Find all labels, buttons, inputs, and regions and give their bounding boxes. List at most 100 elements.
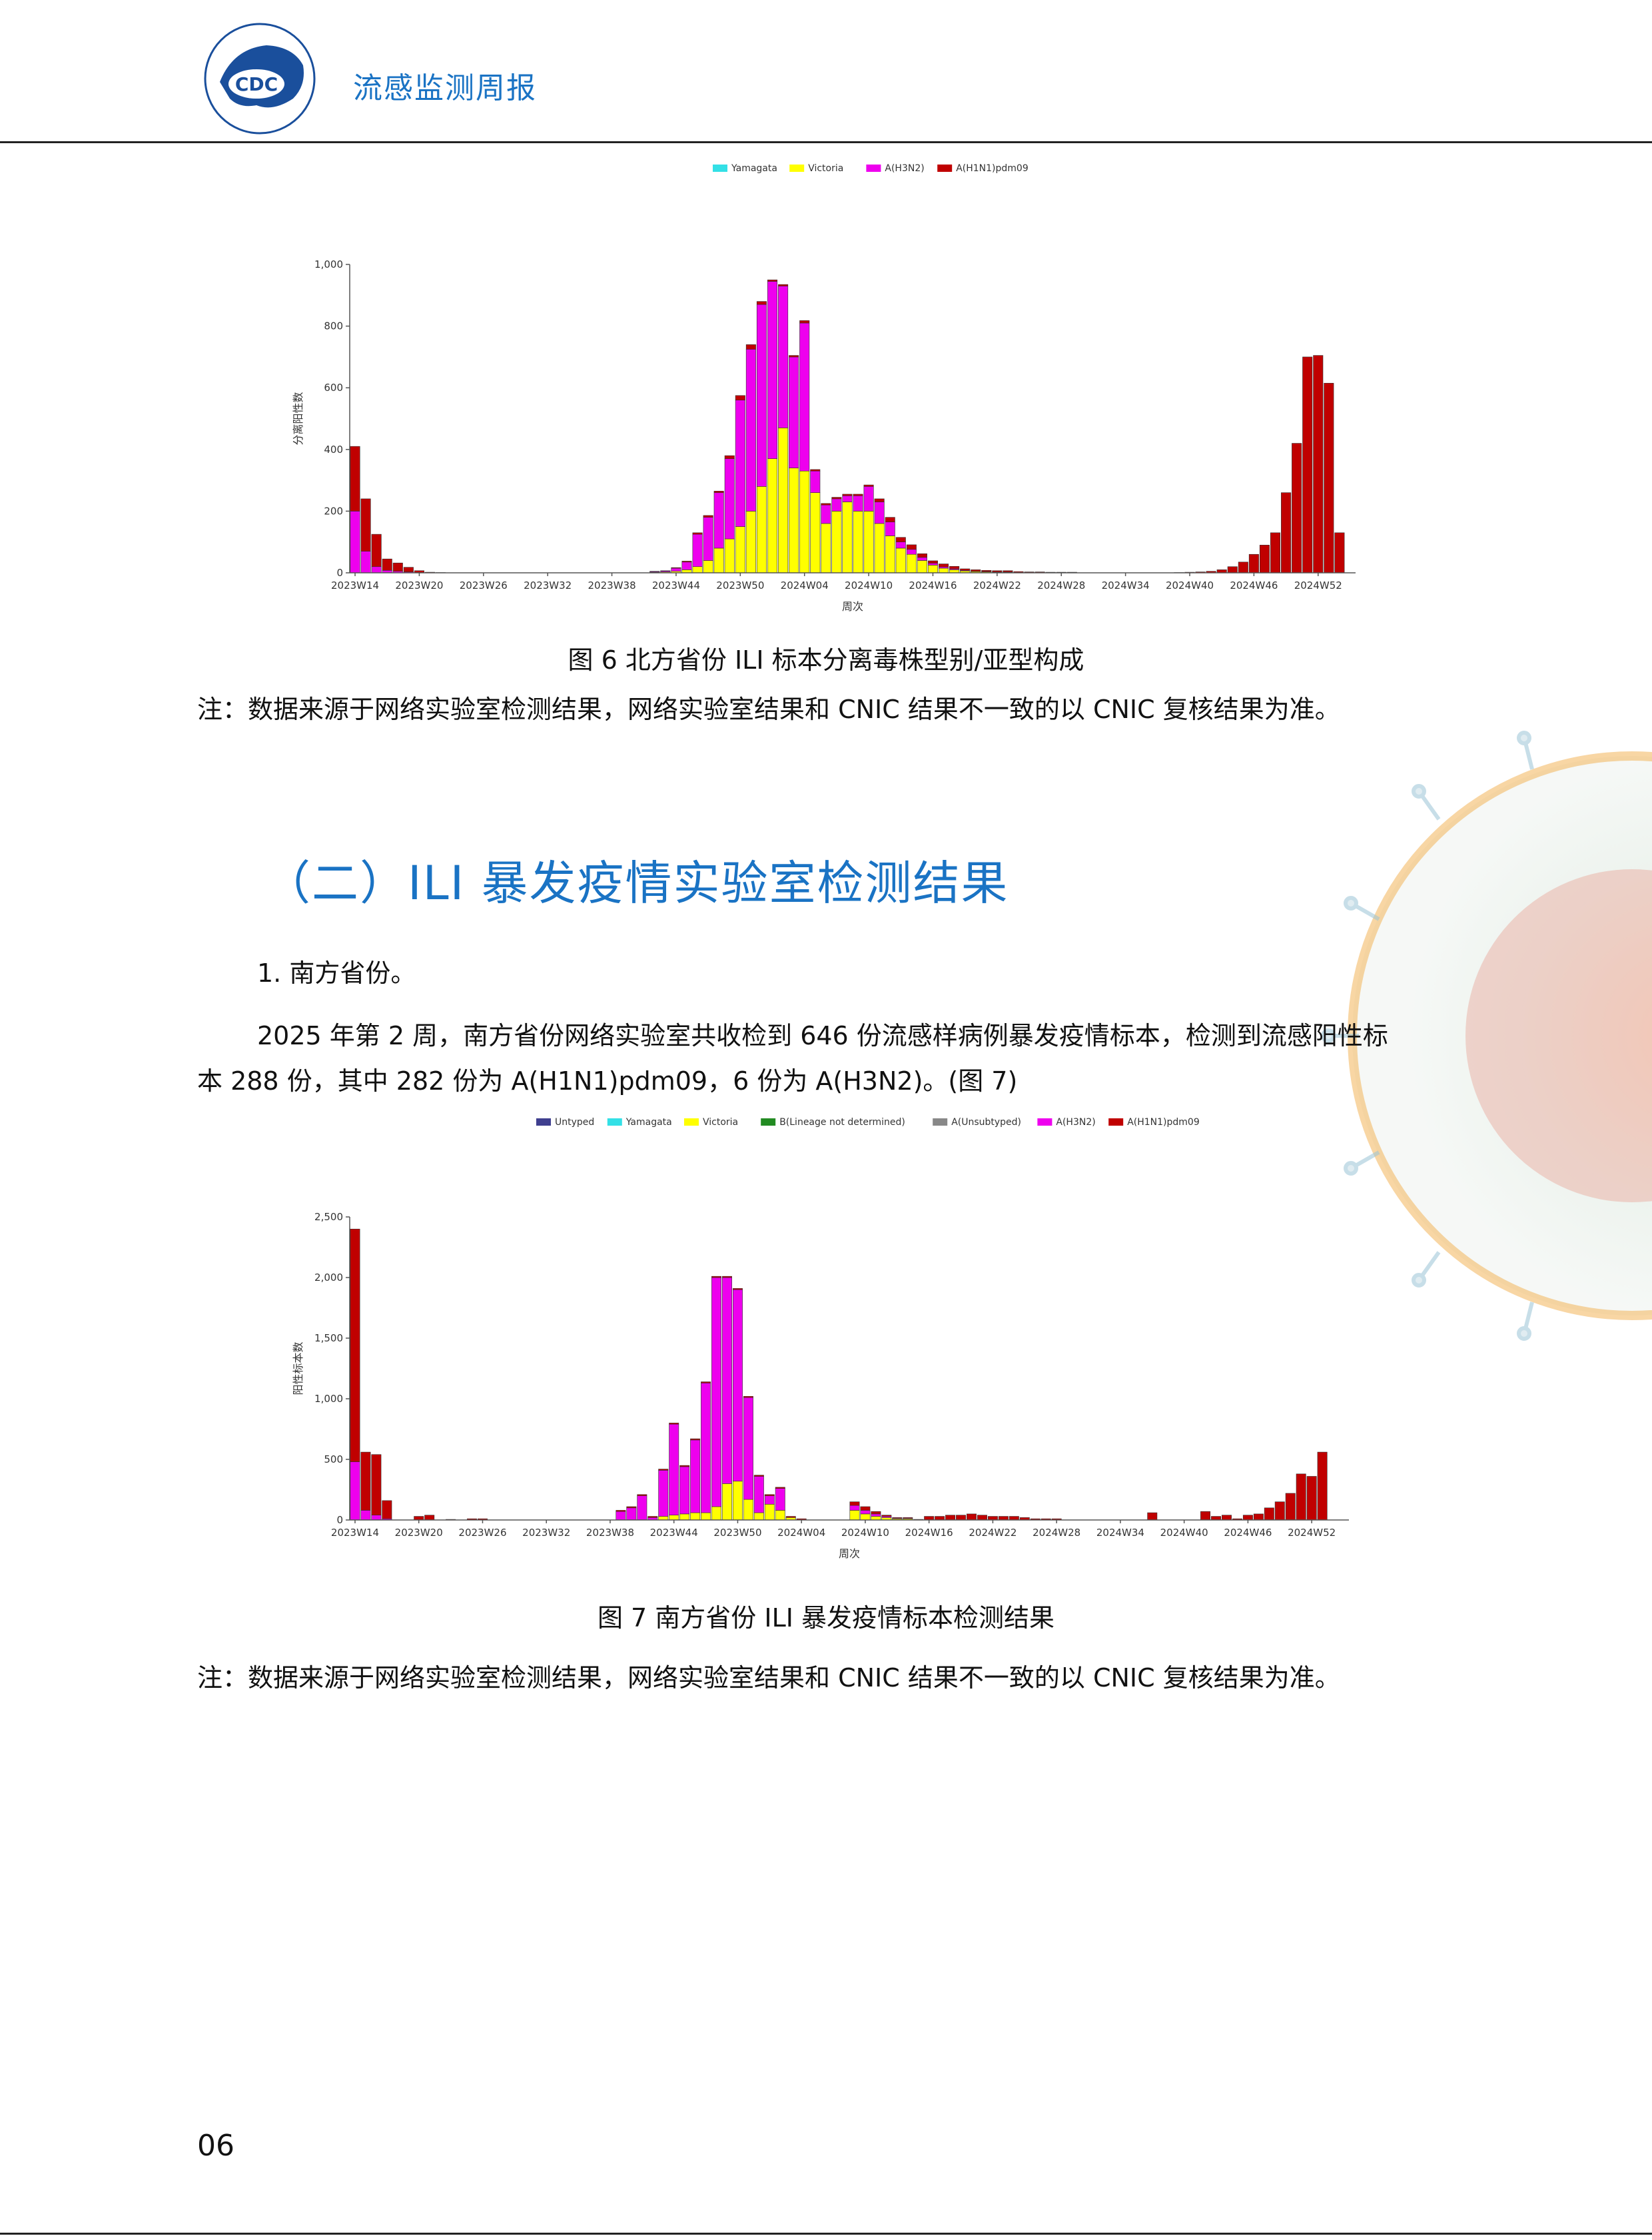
bar-5-30: [669, 1423, 679, 1516]
bar-5-48: [860, 1510, 871, 1515]
bar-2-40: [775, 1510, 785, 1521]
bar-2-32: [692, 534, 703, 567]
bar-3-59: [981, 569, 992, 572]
bar-6-32: [690, 1438, 701, 1441]
bar-2-33: [701, 1512, 711, 1521]
bar-2-35: [722, 1483, 732, 1521]
y-tick-label: 200: [324, 505, 343, 517]
legend-label-0[interactable]: Yamagata: [731, 163, 777, 174]
bar-1-35: [724, 538, 735, 573]
bar-2-37: [743, 1499, 753, 1521]
bar-5-26: [626, 1507, 637, 1521]
bar-6-75: [1147, 1512, 1158, 1521]
legend-label-4[interactable]: A(Unsubtyped): [951, 1117, 1021, 1128]
report-title: 流感监测周报: [353, 71, 537, 105]
bar-2-52: [906, 549, 917, 555]
legend-label-5[interactable]: A(H3N2): [1056, 1117, 1095, 1128]
paragraph-line-1: 2025 年第 2 周，南方省份网络实验室共收检到 646 份流感样病例暴发疫情…: [257, 1021, 1388, 1050]
bar-2-48: [860, 1513, 871, 1521]
bar-6-30: [669, 1423, 679, 1425]
bar-1-50: [885, 536, 895, 573]
x-tick-label: 2023W26: [460, 579, 508, 591]
bar-2-51: [895, 542, 906, 549]
bar-1-41: [789, 468, 799, 573]
legend-swatch-3[interactable]: [937, 165, 953, 172]
bar-6-59: [977, 1515, 987, 1521]
legend-swatch-1[interactable]: [607, 1118, 622, 1126]
bar-6-86: [1264, 1507, 1274, 1521]
bar-3-61: [1003, 570, 1013, 572]
bar-3-84: [1248, 554, 1259, 573]
legend-swatch-1[interactable]: [789, 165, 805, 172]
legend-swatch-2[interactable]: [866, 165, 881, 172]
bar-6-90: [1306, 1476, 1317, 1521]
y-tick-label: 0: [336, 1514, 343, 1526]
x-tick-label: 2023W38: [588, 579, 636, 591]
bar-6-88: [1285, 1493, 1296, 1521]
bar-6-7: [424, 1515, 435, 1521]
legend-label-2[interactable]: Victoria: [703, 1117, 738, 1128]
x-tick-label: 2023W38: [586, 1527, 634, 1539]
legend-swatch-5[interactable]: [1037, 1118, 1052, 1126]
legend-swatch-3[interactable]: [761, 1118, 776, 1126]
legend-swatch-6[interactable]: [1108, 1118, 1124, 1126]
x-tick-label: 2024W16: [909, 579, 957, 591]
bar-5-32: [690, 1439, 701, 1513]
x-tick-label: 2024W04: [777, 1527, 825, 1539]
bar-3-43: [810, 469, 821, 472]
bar-3-41: [789, 355, 799, 358]
x-tick-label: 2023W50: [713, 1527, 761, 1539]
bar-2-1: [360, 551, 371, 573]
bar-5-47: [849, 1505, 860, 1511]
bar-5-27: [637, 1495, 647, 1521]
bar-2-50: [885, 522, 895, 536]
legend-label-6[interactable]: A(H1N1)pdm09: [1127, 1117, 1200, 1128]
bar-2-36: [732, 1481, 743, 1521]
legend-swatch-0[interactable]: [713, 165, 727, 172]
bar-6-58: [967, 1513, 977, 1521]
x-axis-label: 周次: [839, 1547, 860, 1560]
bar-3-34: [713, 491, 724, 493]
bar-6-29: [658, 1469, 669, 1471]
legend-swatch-4[interactable]: [933, 1118, 948, 1126]
bar-6-3: [382, 1500, 392, 1519]
bar-3-86: [1270, 532, 1281, 573]
bar-3-2: [371, 534, 382, 567]
legend-label-1[interactable]: Victoria: [808, 163, 843, 174]
legend-swatch-0[interactable]: [536, 1118, 551, 1126]
figure6-chart: Yamagata Victoria A(H3N2) A(H1N1)pdm09 0 200 4…: [292, 163, 1356, 613]
y-tick-label: 0: [336, 567, 343, 579]
x-tick-label: 2023W44: [652, 579, 700, 591]
legend-label-0[interactable]: Untyped: [555, 1117, 594, 1128]
bar-3-45: [831, 497, 842, 500]
bar-6-2: [371, 1454, 382, 1516]
bar-6-36: [732, 1288, 743, 1290]
figure6-caption: 图 6 北方省份 ILI 标本分离毒株型别/亚型构成: [568, 645, 1084, 675]
legend-swatch-2[interactable]: [684, 1118, 699, 1126]
bar-6-39: [764, 1494, 775, 1496]
bar-2-34: [711, 1506, 722, 1521]
x-tick-label: 2024W22: [973, 579, 1021, 591]
bar-1-32: [692, 566, 703, 573]
legend-label-2[interactable]: A(H3N2): [885, 163, 924, 174]
x-tick-label: 2023W32: [522, 1527, 570, 1539]
bar-2-38: [753, 1512, 764, 1521]
bar-2-43: [810, 470, 821, 493]
y-axis-label: 阳性标本数: [292, 1341, 304, 1395]
legend-label-3[interactable]: B(Lineage not determined): [779, 1117, 905, 1128]
bar-2-49: [874, 502, 885, 524]
legend-label-1[interactable]: Yamagata: [625, 1117, 672, 1128]
bar-5-2: [371, 1515, 382, 1521]
bar-3-52: [906, 544, 917, 550]
bar-3-33: [703, 515, 713, 518]
bar-6-40: [775, 1487, 785, 1489]
bar-2-54: [927, 563, 939, 565]
bar-2-47: [853, 495, 863, 512]
bar-3-57: [960, 568, 971, 571]
legend-label-3[interactable]: A(H1N1)pdm09: [956, 163, 1029, 174]
bar-5-31: [679, 1466, 690, 1515]
y-tick-label: 2,000: [314, 1272, 343, 1284]
bar-6-82: [1222, 1515, 1232, 1521]
bar-1-47: [853, 511, 863, 573]
bar-3-88: [1292, 443, 1302, 573]
